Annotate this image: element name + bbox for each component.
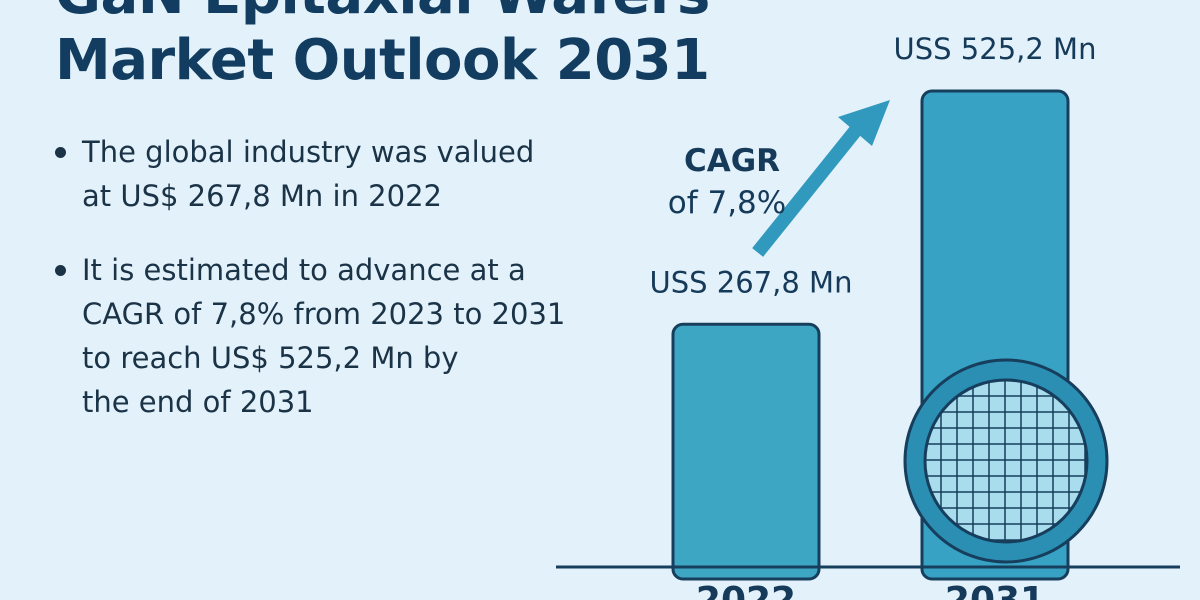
fact-forecast-line-4: the end of 2031 — [82, 385, 314, 419]
data-label-2022: USS 267,8 Mn — [650, 265, 853, 299]
fact-valuation-line-1: The global industry was valued — [82, 135, 535, 169]
title-line-1: GaN Epitaxial Wafers — [55, 0, 710, 28]
fact-valuation: The global industry was valued at US$ 26… — [55, 130, 615, 218]
fact-forecast-line-1: It is estimated to advance at a — [82, 253, 526, 287]
category-label-2022: 2022 — [696, 580, 796, 600]
wafer-icon — [903, 358, 1109, 564]
fact-forecast-line-2: CAGR of 7,8% from 2023 to 2031 — [82, 297, 566, 331]
cagr-annotation-line-1: CAGR — [684, 143, 780, 179]
fact-valuation-line-2: at US$ 267,8 Mn in 2022 — [82, 179, 442, 213]
key-facts-list: The global industry was valued at US$ 26… — [55, 130, 615, 454]
cagr-annotation-line-2: of 7,8% — [668, 185, 787, 221]
title-line-2: Market Outlook 2031 — [55, 28, 710, 93]
data-label-2031: USS 525,2 Mn — [894, 32, 1097, 66]
category-label-2031: 2031 — [945, 580, 1045, 600]
growth-arrow-icon — [752, 100, 890, 257]
bar-2022 — [671, 322, 821, 581]
fact-forecast-line-3: to reach US$ 525,2 Mn by — [82, 341, 459, 375]
fact-forecast: It is estimated to advance at a CAGR of … — [55, 248, 615, 424]
page-title: GaN Epitaxial Wafers Market Outlook 2031 — [55, 0, 710, 94]
